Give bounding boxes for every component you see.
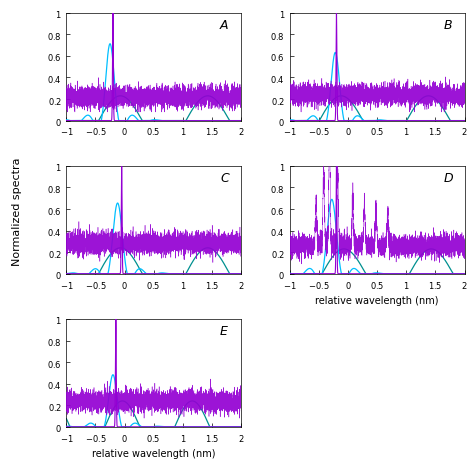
Text: B: B	[444, 19, 452, 32]
Text: C: C	[220, 172, 229, 185]
X-axis label: relative wavelength (nm): relative wavelength (nm)	[316, 296, 439, 305]
Text: E: E	[220, 325, 228, 338]
Text: Normalized spectra: Normalized spectra	[12, 157, 22, 265]
Text: A: A	[220, 19, 228, 32]
Text: D: D	[444, 172, 453, 185]
X-axis label: relative wavelength (nm): relative wavelength (nm)	[92, 448, 215, 458]
